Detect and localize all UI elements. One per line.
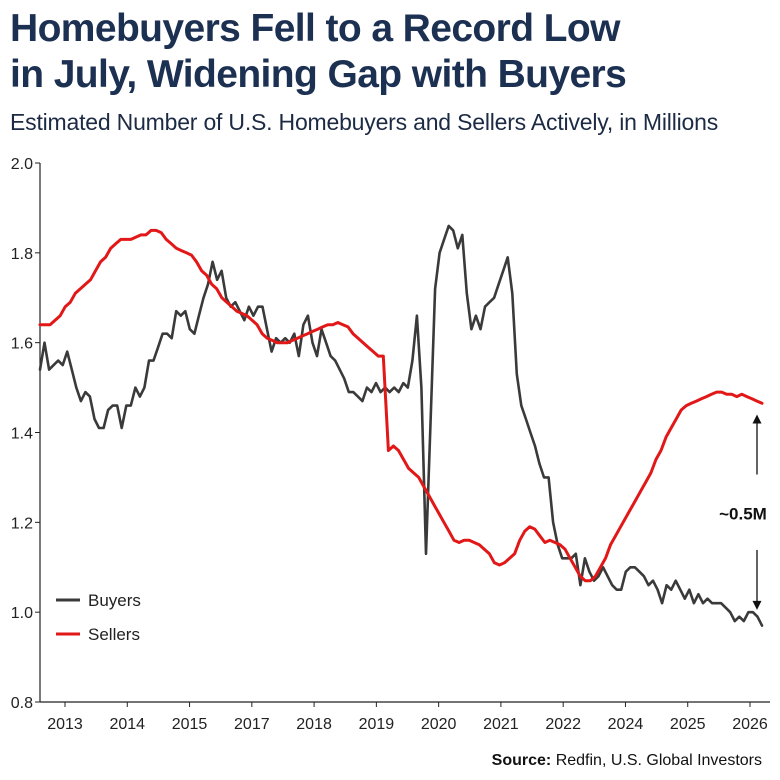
title-line-2: in July, Widening Gap with Buyers	[10, 53, 627, 96]
gap-arrowhead-down	[752, 600, 762, 610]
legend-label-sellers: Sellers	[88, 625, 140, 644]
x-tick-label: 2014	[109, 716, 145, 733]
x-tick-label: 2026	[732, 716, 768, 733]
x-tick-label: 2020	[421, 716, 457, 733]
x-tick-label: 2018	[296, 716, 332, 733]
x-tick-label: 2019	[359, 716, 395, 733]
y-tick-label: 1.6	[11, 336, 33, 353]
source-text: Redfin, U.S. Global Investors	[555, 752, 762, 769]
x-tick-label: 2017	[234, 716, 270, 733]
x-tick-label: 2013	[47, 716, 83, 733]
legend-label-buyers: Buyers	[88, 591, 141, 610]
x-tick-label: 2022	[545, 716, 581, 733]
chart-subtitle: Estimated Number of U.S. Homebuyers and …	[10, 109, 718, 135]
chart-title: Homebuyers Fell to a Record Low in July,…	[10, 6, 770, 98]
gap-annotation: ~0.5M	[719, 504, 767, 523]
y-tick-label: 0.8	[11, 695, 33, 712]
x-tick-label: 2025	[670, 716, 706, 733]
x-tick-label: 2015	[172, 716, 208, 733]
x-tick-label: 2021	[483, 716, 519, 733]
title-line-1: Homebuyers Fell to a Record Low	[10, 7, 620, 50]
y-tick-label: 1.0	[11, 605, 33, 622]
gap-arrowhead-up	[752, 414, 762, 424]
line-chart: 0.8 1.0 1.2 1.4 1.6 1.8 2.0 2013 2014 2015 2017 201…	[11, 156, 770, 733]
source-label: Source:	[491, 752, 552, 769]
series-layer	[38, 224, 764, 627]
legend: Buyers Sellers	[56, 591, 141, 644]
source-note: Source: Redfin, U.S. Global Investors	[492, 752, 762, 770]
annotation-layer: ~0.5M	[719, 414, 767, 610]
series-line-sellers	[38, 228, 764, 583]
y-tick-label: 1.4	[11, 426, 33, 443]
y-tick-label: 1.8	[11, 246, 33, 263]
axes: 0.8 1.0 1.2 1.4 1.6 1.8 2.0 2013 2014 2015 2017 201…	[11, 156, 770, 733]
x-tick-label: 2024	[608, 716, 644, 733]
y-tick-label: 1.2	[11, 515, 33, 532]
series-line-buyers	[38, 224, 764, 627]
y-tick-label: 2.0	[11, 156, 33, 173]
